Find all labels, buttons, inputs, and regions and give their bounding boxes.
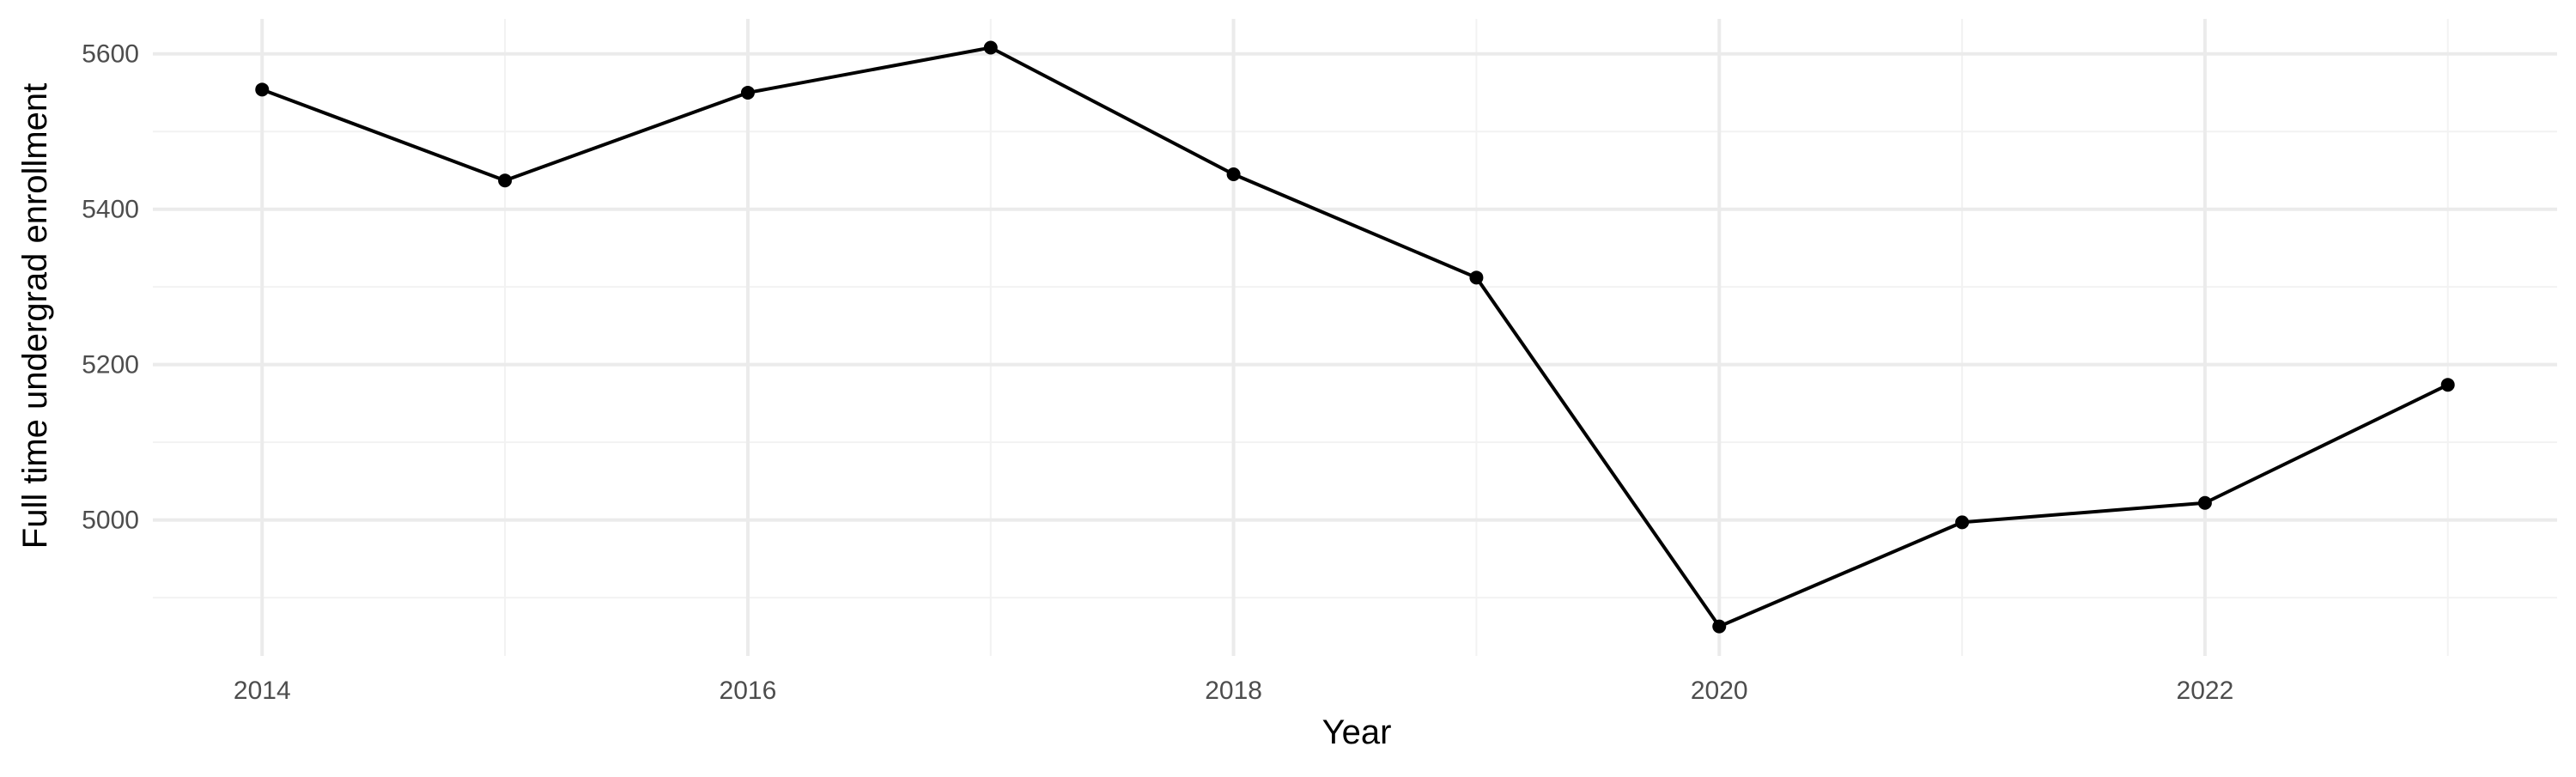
series-line <box>261 46 2449 628</box>
x-tick-label: 2014 <box>234 677 291 705</box>
data-point <box>498 173 513 188</box>
x-axis-tick-labels: 2014 2016 2018 2020 2022 <box>234 677 2233 705</box>
x-tick-label: 2020 <box>1691 677 1748 705</box>
data-point <box>983 40 998 55</box>
data-series <box>255 40 2455 634</box>
data-point <box>1226 167 1241 181</box>
x-tick-label: 2018 <box>1205 677 1262 705</box>
y-tick-label: 5200 <box>82 351 139 379</box>
major-gridlines <box>153 19 2557 656</box>
data-point <box>2440 378 2455 392</box>
data-point <box>1955 515 1970 530</box>
data-point <box>1712 619 1727 634</box>
y-axis-title: Full time undergrad enrollment <box>16 83 54 549</box>
data-point <box>255 82 270 97</box>
y-tick-label: 5000 <box>82 507 139 535</box>
y-axis-tick-labels: 5000 5200 5400 5600 <box>82 40 139 535</box>
x-tick-label: 2022 <box>2177 677 2234 705</box>
y-tick-label: 5600 <box>82 40 139 69</box>
minor-gridlines <box>153 19 2557 656</box>
x-axis-title: Year <box>1322 713 1392 751</box>
y-tick-label: 5400 <box>82 196 139 224</box>
data-point <box>2197 495 2212 510</box>
data-point <box>740 85 755 100</box>
data-point <box>1469 270 1484 285</box>
x-tick-label: 2016 <box>720 677 777 705</box>
